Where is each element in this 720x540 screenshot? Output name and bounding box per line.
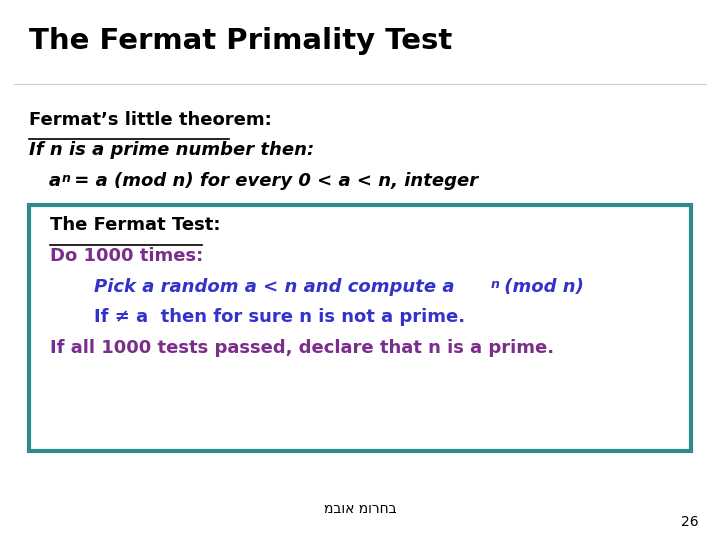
Text: Pick a random a < n and compute a: Pick a random a < n and compute a — [94, 278, 454, 295]
Text: = a (mod n) for every 0 < a < n, integer: = a (mod n) for every 0 < a < n, integer — [68, 172, 478, 190]
Text: Do 1000 times:: Do 1000 times: — [50, 247, 204, 265]
Text: If all 1000 tests passed, declare that n is a prime.: If all 1000 tests passed, declare that n… — [50, 339, 554, 357]
FancyBboxPatch shape — [29, 205, 691, 451]
Text: (mod n): (mod n) — [498, 278, 584, 295]
Text: 26: 26 — [681, 515, 698, 529]
Text: If n is a prime number then:: If n is a prime number then: — [29, 141, 314, 159]
Text: If ≠ a  then for sure n is not a prime.: If ≠ a then for sure n is not a prime. — [94, 308, 464, 326]
Text: מבוא מורחב: מבוא מורחב — [324, 502, 396, 516]
Text: The Fermat Test:: The Fermat Test: — [50, 216, 221, 234]
Text: n: n — [491, 278, 500, 291]
Text: Fermat’s little theorem:: Fermat’s little theorem: — [29, 111, 271, 129]
Text: n: n — [61, 172, 70, 185]
Text: The Fermat Primality Test: The Fermat Primality Test — [29, 27, 452, 55]
Text: a: a — [49, 172, 61, 190]
